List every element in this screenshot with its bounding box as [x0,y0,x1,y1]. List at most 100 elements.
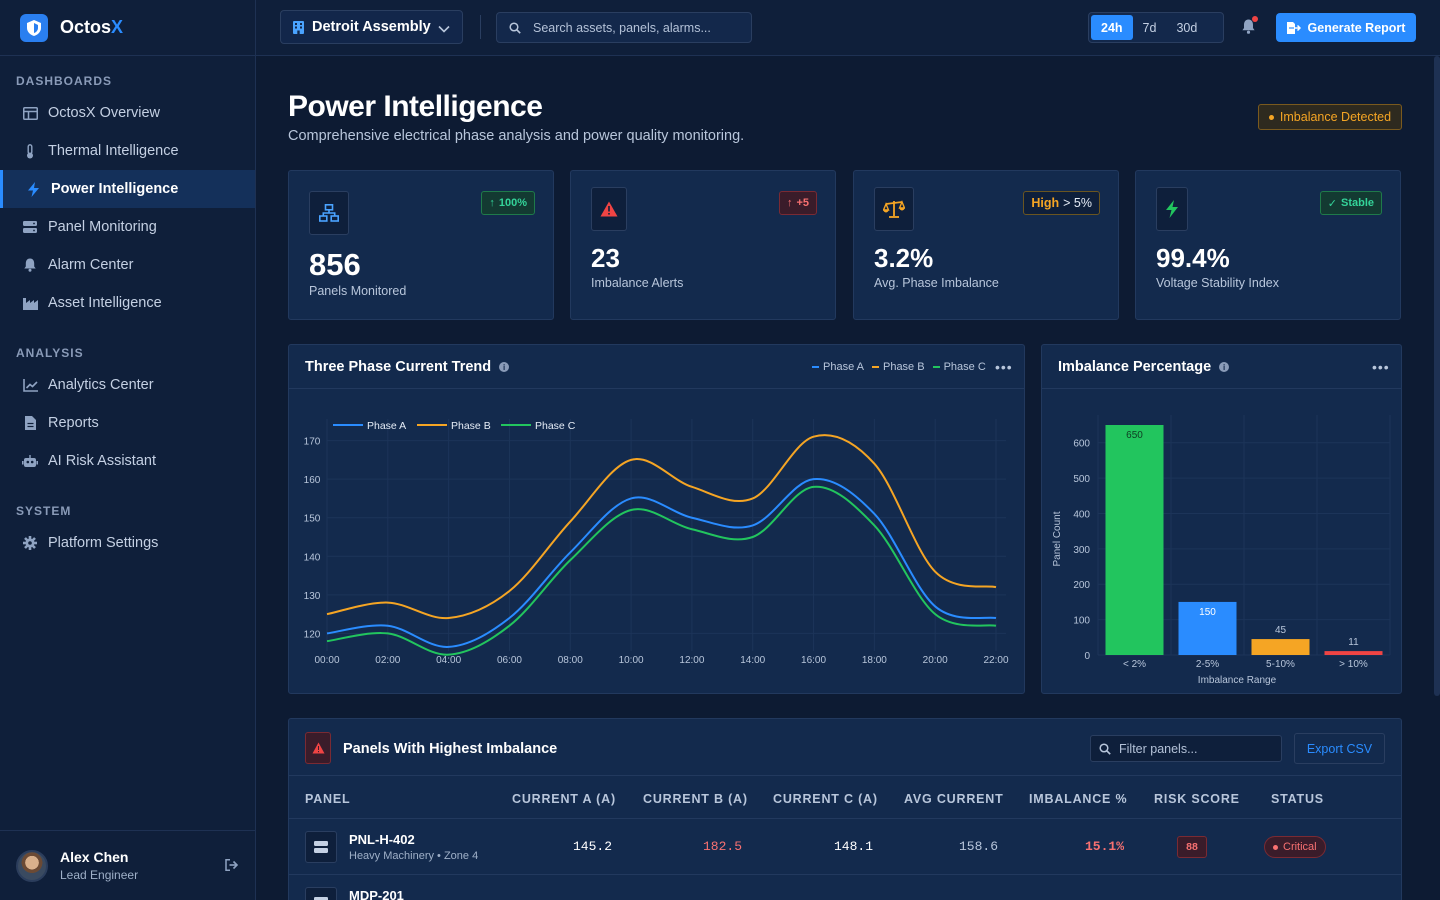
sidebar-item-platform-settings[interactable]: Platform Settings [0,524,255,562]
more-options-icon[interactable]: ••• [1372,359,1390,375]
column-header[interactable]: CURRENT B (A) [643,792,748,806]
x-tick-label: 2-5% [1196,659,1219,670]
page-subtitle: Comprehensive electrical phase analysis … [288,128,745,144]
kpi-chip: ↑ 100% [481,191,535,215]
brand-name: OctosX [60,17,124,37]
legend-item-phase-b[interactable]: Phase B [871,361,925,373]
x-tick-label: 12:00 [679,655,704,666]
bolt-icon [25,181,41,197]
imbalance-status-badge: Imbalance Detected [1258,104,1402,130]
gear-icon [22,535,38,551]
y-tick-label: 400 [1073,509,1090,520]
sidebar-item-octosx-overview[interactable]: OctosX Overview [0,94,255,132]
notifications-bell-icon[interactable] [1242,16,1258,39]
series-line-phase-a[interactable] [326,478,997,648]
kpi-card-voltage-stability: ✓ Stable 99.4% Voltage Stability Index [1135,170,1401,320]
sidebar-item-ai-risk-assistant[interactable]: AI Risk Assistant [0,442,255,480]
filter-panels-input[interactable] [1119,741,1279,756]
generate-report-label: Generate Report [1307,20,1406,35]
column-header[interactable]: CURRENT A (A) [512,792,616,806]
more-options-icon[interactable]: ••• [995,359,1013,375]
user-role: Lead Engineer [60,868,139,882]
column-header[interactable]: IMBALANCE % [1029,792,1128,806]
current-a: 145.2 [573,839,613,854]
sidebar-item-panel-monitoring[interactable]: Panel Monitoring [0,208,255,246]
kpi-chip: High > 5% [1023,191,1100,215]
sidebar-item-asset-intelligence[interactable]: Asset Intelligence [0,284,255,322]
thermometer-icon [22,143,38,159]
bar[interactable] [1178,601,1237,655]
chart-line-icon [22,377,38,393]
range-24h[interactable]: 24h [1091,15,1133,40]
export-csv-button[interactable]: Export CSV [1294,733,1385,764]
arrow-up-icon: ↑ [489,197,495,209]
table-row[interactable]: MDP-201 [289,875,1401,900]
x-tick-label: 20:00 [923,655,948,666]
sidebar-item-thermal-intelligence[interactable]: Thermal Intelligence [0,132,255,170]
column-header[interactable]: CURRENT C (A) [773,792,878,806]
search-icon [1099,742,1111,755]
x-axis-label: Imbalance Range [1198,675,1277,686]
sidebar-item-analytics-center[interactable]: Analytics Center [0,366,255,404]
balance-scale-icon [874,187,914,231]
column-header[interactable]: RISK SCORE [1154,792,1240,806]
range-30d[interactable]: 30d [1176,20,1198,35]
legend-item-phase-a[interactable]: Phase A [812,361,864,373]
logout-icon[interactable] [225,858,239,876]
arrow-up-icon: ↑ [786,197,793,209]
data-label: 45 [1275,625,1287,636]
avg-current: 158.6 [959,839,999,854]
nav-section-title: ANALYSIS [16,346,84,360]
imbalance-percent: 15.1% [1085,839,1125,854]
table-row[interactable]: PNL-H-402 Heavy Machinery • Zone 4 145.2… [289,819,1401,875]
column-header[interactable]: PANEL [305,792,351,806]
sidebar-item-reports[interactable]: Reports [0,404,255,442]
search-input[interactable] [533,20,733,35]
generate-report-button[interactable]: Generate Report [1276,13,1416,42]
site-selector[interactable]: Detroit Assembly [280,10,463,44]
data-label: 11 [1348,637,1359,648]
sidebar-item-power-intelligence[interactable]: Power Intelligence [0,170,255,208]
kpi-value: 99.4% [1156,243,1230,273]
highest-imbalance-table-panel: Panels With Highest Imbalance Export CSV… [288,718,1402,900]
topbar: Detroit Assembly 24h 7d 30d Generate Rep… [256,0,1440,56]
bar[interactable] [1105,425,1164,655]
sidebar-item-label: Reports [48,415,99,431]
legend-item-phase-c[interactable]: Phase C [932,361,986,373]
sidebar: OctosX DASHBOARDS OctosX Overview Therma… [0,0,256,900]
info-icon[interactable]: i [499,362,510,372]
panel-title: Three Phase Current Trend i [305,359,510,375]
y-tick-label: 500 [1073,474,1090,485]
line-chart: 120 130 140 150 160 170 00:00 02:00 04:00 06:00 08… [304,419,1009,666]
nav-section-title: SYSTEM [16,504,72,518]
robot-icon [22,453,38,469]
series-line-phase-c[interactable] [326,485,997,656]
column-header[interactable]: STATUS [1271,792,1324,806]
topbar-divider [480,15,481,39]
table-header: PANEL CURRENT A (A) CURRENT B (A) CURREN… [289,775,1401,819]
column-header[interactable]: AVG CURRENT [904,792,1004,806]
panel-header: Three Phase Current Trend i Phase A Phase… [289,345,1024,389]
search-icon [509,21,521,34]
file-icon [22,415,38,431]
data-label: 650 [1126,430,1143,441]
bar-chart: 0 100 200 300 400 500 600 650 < 2% 150 2-5% 45 5-10%… [1052,415,1391,686]
user-profile[interactable]: Alex Chen Lead Engineer [0,830,255,900]
sidebar-item-label: Analytics Center [48,377,154,393]
brand[interactable]: OctosX [0,0,255,56]
series-line-phase-b[interactable] [326,434,997,620]
sidebar-item-label: Alarm Center [48,257,134,273]
imbalance-badge-label: Imbalance Detected [1279,110,1392,124]
bar[interactable] [1324,651,1383,655]
nav-section-dashboards: DASHBOARDS OctosX Overview Thermal Intel… [0,72,255,322]
kpi-value: 3.2% [874,243,934,273]
bar[interactable] [1251,639,1310,655]
scrollbar[interactable] [1434,56,1440,696]
y-tick-label: 0 [1084,651,1090,662]
current-b: 182.5 [703,839,743,854]
range-7d[interactable]: 7d [1142,20,1157,35]
sidebar-item-alarm-center[interactable]: Alarm Center [0,246,255,284]
check-icon: ✓ [1327,197,1337,210]
info-icon[interactable]: i [1219,362,1230,372]
x-tick-label: 04:00 [436,655,461,666]
